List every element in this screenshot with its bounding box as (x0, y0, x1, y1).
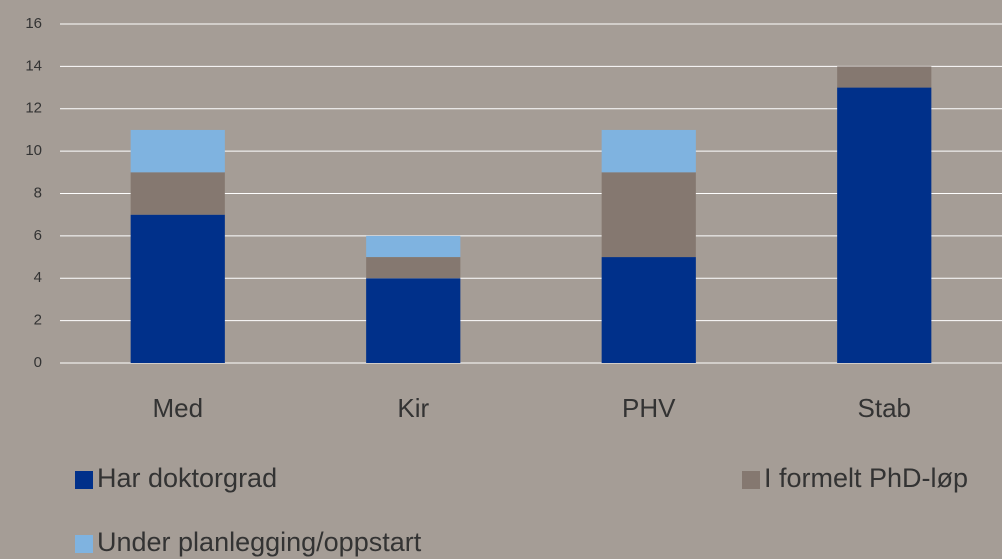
x-tick-label: Stab (858, 393, 912, 423)
bar-segment (601, 129, 696, 173)
legend-label: Har doktorgrad (97, 463, 277, 493)
y-tick-label: 10 (25, 142, 42, 159)
bar-segment (130, 172, 225, 215)
bar-segment (130, 129, 225, 173)
y-tick-label: 14 (25, 57, 42, 74)
bar-segment (130, 214, 225, 363)
bar-segment (366, 235, 461, 258)
y-tick-label: 12 (25, 100, 42, 117)
bar-segment (601, 257, 696, 363)
y-tick-label: 2 (34, 312, 42, 329)
y-tick-label: 8 (34, 184, 42, 201)
x-tick-label: PHV (622, 393, 676, 423)
legend-swatch (742, 471, 760, 489)
legend-label: I formelt PhD-løp (764, 463, 968, 493)
bar-segment (837, 87, 932, 363)
bar-segment (837, 66, 932, 88)
legend-swatch (75, 535, 93, 553)
x-tick-label: Kir (397, 393, 429, 423)
y-tick-label: 4 (34, 269, 42, 286)
legend-swatch (75, 471, 93, 489)
bar-segment (366, 257, 461, 279)
y-tick-label: 16 (25, 15, 42, 32)
y-tick-label: 0 (34, 354, 42, 371)
bar-segment (366, 278, 461, 363)
legend-label: Under planlegging/oppstart (97, 527, 422, 557)
bar-segment (601, 172, 696, 258)
y-tick-label: 6 (34, 227, 42, 244)
x-tick-label: Med (152, 393, 203, 423)
